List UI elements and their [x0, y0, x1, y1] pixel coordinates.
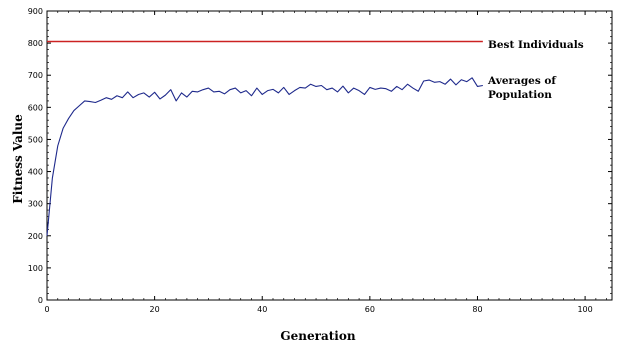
x-tick-label: 80 [472, 305, 482, 314]
y-tick-label: 300 [28, 200, 43, 209]
series-averages-of-population [46, 77, 483, 236]
y-tick-label: 200 [28, 232, 43, 241]
x-tick-label: 40 [257, 305, 267, 314]
y-tick-label: 600 [28, 103, 43, 112]
x-tick-label: 0 [44, 305, 49, 314]
y-axis-title: Fitness Value [11, 114, 25, 204]
x-tick-label: 60 [365, 305, 375, 314]
plot-frame [46, 10, 613, 301]
legend-averages-line-1: Averages of [487, 75, 557, 87]
y-tick-label: 400 [28, 168, 43, 177]
x-tick-label: 20 [150, 305, 160, 314]
y-tick-label: 500 [28, 135, 43, 144]
y-tick-label: 900 [28, 7, 43, 16]
legend-best-individuals: Best Individuals [488, 39, 584, 51]
x-axis-title: Generation [280, 329, 355, 343]
legend-averages-line-2: Population [488, 89, 552, 101]
y-tick-label: 100 [28, 264, 43, 273]
y-tick-label: 800 [28, 39, 43, 48]
y-tick-label: 700 [28, 71, 43, 80]
y-tick-label: 0 [38, 296, 43, 305]
x-tick-label: 100 [577, 305, 592, 314]
